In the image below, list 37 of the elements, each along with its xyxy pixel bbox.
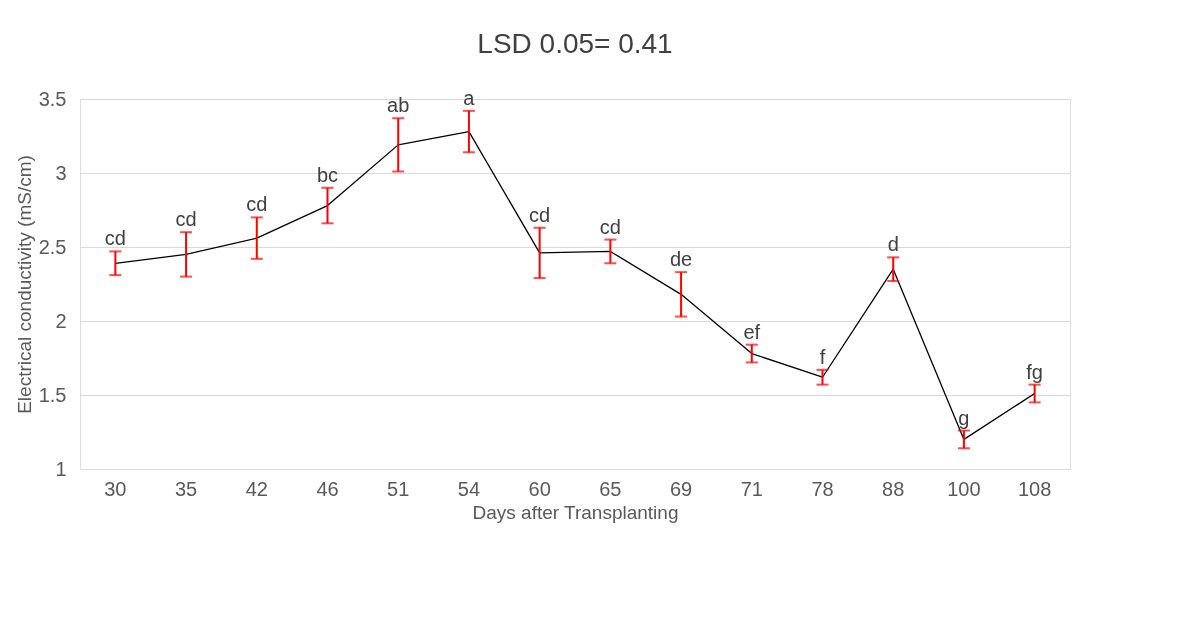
annotation: f [819,345,826,368]
y-tick-label: 1 [55,457,67,480]
chart-title: LSD 0.05= 0.41 [477,27,673,59]
x-tick-label: 69 [669,477,693,500]
annotation: a [463,86,476,109]
annotation: ab [387,94,410,117]
annotation: cd [175,208,197,231]
x-tick-label: 88 [882,477,905,500]
x-tick-label: 65 [599,477,622,500]
x-tick-label: 51 [387,477,410,500]
annotation: g [958,406,970,429]
annotation: cd [599,215,621,238]
annotation: fg [1026,360,1043,383]
y-tick-label: 3.5 [38,87,67,110]
x-tick-label: 71 [740,477,763,500]
y-tick-label: 3 [55,161,67,184]
x-tick-label: 60 [528,477,551,500]
x-axis-title: Days after Transplanting [472,501,679,523]
x-tick-label: 42 [245,477,268,500]
x-tick-label: 35 [174,477,198,500]
annotation: bc [316,163,339,186]
y-axis-title: Electrical conductivity (mS/cm) [13,155,35,414]
x-tick-label: 100 [947,477,981,500]
annotation: ef [743,320,761,343]
annotation: d [887,233,899,256]
y-tick-label: 1.5 [38,383,67,406]
annotation: cd [529,203,551,226]
x-tick-label: 54 [457,477,481,500]
y-tick-label: 2.5 [38,235,67,258]
x-tick-label: 30 [104,477,127,500]
annotation: de [669,248,693,271]
x-tick-label: 46 [316,477,339,500]
annotation: cd [104,227,126,250]
y-tick-label: 2 [55,309,67,332]
x-tick-label: 108 [1017,477,1052,500]
annotation: cd [246,193,268,216]
x-tick-label: 78 [811,477,834,500]
